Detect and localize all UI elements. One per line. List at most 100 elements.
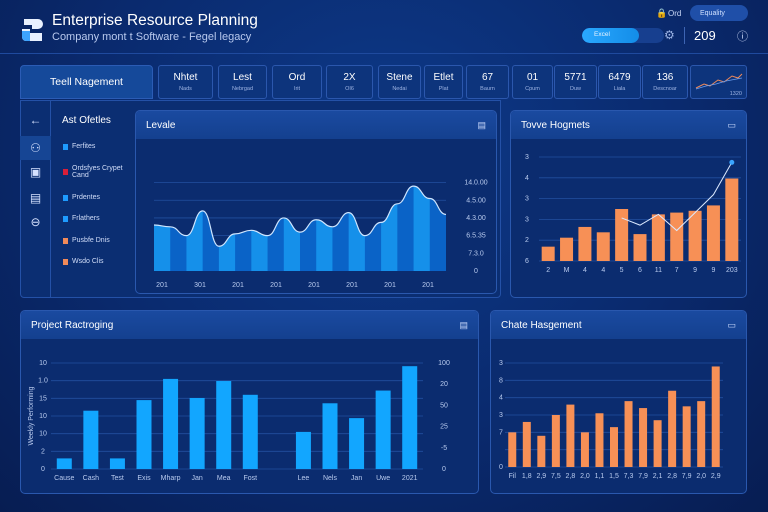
kpi-card[interactable]: 136 Descnoar <box>642 65 688 99</box>
x-tick-label: 5 <box>620 267 624 274</box>
y-tick-label-right: 0 <box>442 466 446 473</box>
legend-title: Ast Ofetles <box>62 115 111 126</box>
legend-item[interactable]: Frlathers <box>63 215 100 222</box>
legend-item[interactable]: Wsdo Clis <box>63 258 104 265</box>
x-tick-label: Mea <box>217 475 231 482</box>
kpi-card[interactable]: Etlet Plat <box>424 65 463 99</box>
y-tick-label: 4.3.00 <box>466 215 486 222</box>
kpi-card[interactable]: Nhtet Nads <box>158 65 213 99</box>
report-icon[interactable]: ▤ <box>29 191 42 205</box>
bar <box>402 366 418 469</box>
bar <box>375 390 391 469</box>
kpi-main-tab[interactable]: Teell Nagement <box>20 65 153 99</box>
kpi-label: Duw <box>569 86 581 92</box>
back-arrow-icon[interactable]: ← <box>29 113 42 127</box>
menu-icon[interactable]: ▭ <box>727 319 736 330</box>
info-icon[interactable]: ⓘ <box>737 31 748 43</box>
area-band <box>316 186 333 271</box>
area-band <box>397 186 415 271</box>
x-tick-label: 7,9 <box>682 473 692 480</box>
legend-swatch <box>63 143 68 150</box>
kpi-label: Nebrgad <box>231 86 254 92</box>
kpi-value: 01 <box>526 72 539 83</box>
x-tick-label: 2,8 <box>566 473 576 480</box>
kpi-label: Plat <box>438 86 449 92</box>
legend-label: Wsdo Clis <box>72 258 104 265</box>
bar <box>578 226 592 261</box>
image-icon[interactable]: ▣ <box>29 165 42 179</box>
legend-item[interactable]: Pusbfe Dnis <box>63 237 110 244</box>
count-value: 209 <box>694 28 716 43</box>
toggle-fill <box>582 28 640 43</box>
legend-label: Ordsfyes Crypet Cand <box>72 165 123 179</box>
panel-title: Levale <box>146 119 176 131</box>
x-tick-label: Jan <box>191 475 202 482</box>
legend-label: Pusbfe Dnis <box>72 237 110 244</box>
y-tick-label-right: 100 <box>438 360 450 367</box>
lock-icon[interactable]: 🔒 <box>656 8 668 18</box>
equality-button[interactable]: Equality <box>690 5 748 21</box>
legend-item[interactable]: Prdentes <box>63 194 100 201</box>
x-tick-label: Uwe <box>376 475 390 482</box>
kpi-spark-label: 1320 <box>729 91 742 97</box>
kpi-card[interactable]: 01 Cpum <box>512 65 553 99</box>
bar <box>508 432 517 467</box>
bar <box>163 378 179 469</box>
y-tick-label: 7 <box>499 429 503 436</box>
area-band <box>186 186 204 271</box>
area-fill <box>154 186 446 271</box>
y-tick-label: 0 <box>474 268 478 275</box>
x-tick-label: 2 <box>546 267 550 274</box>
kpi-card[interactable]: 2X OI6 <box>326 65 373 99</box>
x-tick-label: Cash <box>83 475 99 482</box>
kpi-value: 2X <box>343 72 356 83</box>
kpi-card[interactable]: Stene Nedai <box>378 65 421 99</box>
lock-icon[interactable]: ⊖ <box>30 215 41 229</box>
bar <box>136 400 152 469</box>
kpi-label: Baurn <box>480 86 495 92</box>
kpi-card[interactable]: 6479 Liala <box>598 65 641 99</box>
y-tick-label-right: 50 <box>440 402 448 409</box>
x-tick-label: 2,0 <box>696 473 706 480</box>
kpi-value: Ord <box>288 72 306 83</box>
legend-label: Ferfites <box>72 143 96 150</box>
users-icon[interactable]: ⚇ <box>20 136 51 160</box>
kpi-label: Liala <box>613 86 626 92</box>
legend-swatch <box>63 237 68 244</box>
bar <box>668 390 677 467</box>
legend-swatch <box>63 194 68 201</box>
kpi-card[interactable]: Ord Irit <box>272 65 322 99</box>
x-tick-label: 7,9 <box>638 473 648 480</box>
kpi-sparkline-card[interactable]: 1320 <box>690 65 747 99</box>
y-tick-label-right: 25 <box>440 424 448 431</box>
menu-icon[interactable]: ▤ <box>459 319 468 330</box>
x-tick-label: Exis <box>137 475 151 482</box>
app-title: Enterprise Resource Planning <box>52 12 258 29</box>
kpi-card[interactable]: Lest Nebrgad <box>218 65 267 99</box>
kpi-value: 6479 <box>608 72 631 83</box>
x-tick-label: 6 <box>638 267 642 274</box>
bar <box>541 246 555 261</box>
gear-icon[interactable]: ⚙ <box>664 28 675 42</box>
bar <box>189 397 205 469</box>
kpi-card[interactable]: 67 Baurn <box>466 65 509 99</box>
x-tick-label: 2,9 <box>536 473 546 480</box>
y-tick-label: 10 <box>39 360 47 367</box>
chart-svg: 0 7.3.0 6.5.35 4.3.00 4.5.00 14.0.00 201 301 201… <box>153 180 488 289</box>
x-tick-label: 1,1 <box>595 473 605 480</box>
kpi-value: Etlet <box>433 72 454 83</box>
menu-icon[interactable]: ▭ <box>727 119 736 130</box>
y-tick-label: 14.0.00 <box>464 180 487 187</box>
y-tick-label: 2 <box>41 448 45 455</box>
area-band <box>202 186 220 271</box>
menu-icon[interactable]: ▤ <box>477 119 486 130</box>
bar <box>322 403 338 469</box>
x-tick-label: 11 <box>655 267 662 274</box>
legend-label: Frlathers <box>72 215 100 222</box>
area-line <box>153 185 447 247</box>
legend-item[interactable]: Ferfites <box>63 143 95 150</box>
excel-toggle[interactable]: Excel <box>582 28 664 43</box>
legend-item[interactable]: Ordsfyes Crypet Cand <box>63 165 134 179</box>
y-tick-label: 3 <box>525 196 529 203</box>
kpi-card[interactable]: 5771 Duw <box>554 65 597 99</box>
